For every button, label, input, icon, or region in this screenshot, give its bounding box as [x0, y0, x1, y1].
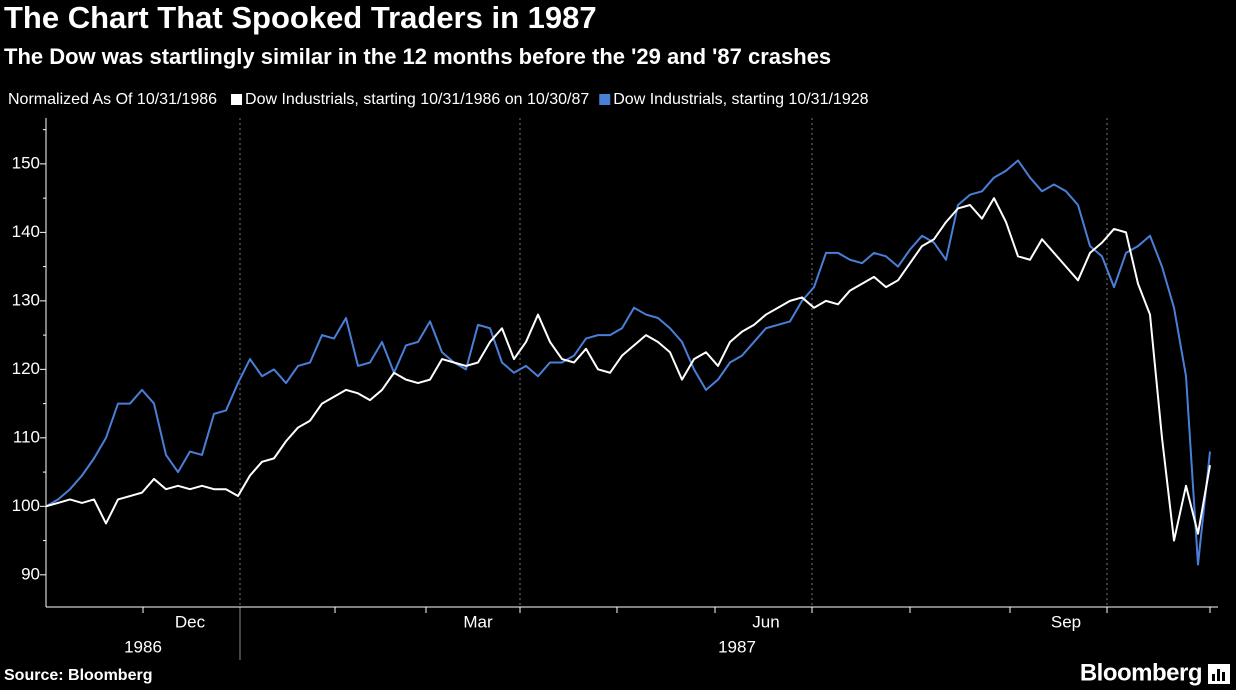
y-tick-label: 100	[12, 496, 40, 515]
brand: Bloomberg	[1080, 659, 1202, 686]
chart-subtitle: The Dow was startlingly similar in the 1…	[4, 44, 831, 69]
y-tick-label: 140	[12, 222, 40, 241]
legend-label: Dow Industrials, starting 10/31/1928	[613, 91, 868, 108]
y-tick-label: 110	[13, 427, 40, 446]
legend-swatch	[599, 94, 611, 105]
x-tick-label: Sep	[1051, 612, 1081, 631]
x-tick-label: Mar	[463, 612, 493, 631]
x-tick-label: Dec	[175, 612, 206, 631]
x-tick-label: Jun	[752, 612, 779, 631]
chart-title: The Chart That Spooked Traders in 1987	[4, 0, 597, 35]
y-tick-label: 150	[12, 153, 40, 172]
year-label: 1987	[718, 637, 756, 656]
y-tick-label: 120	[12, 359, 40, 378]
legend-label: Dow Industrials, starting 10/31/1986 on …	[245, 91, 589, 108]
year-label: 1986	[124, 637, 162, 656]
series-line	[45, 197, 1211, 542]
legend-swatch	[231, 94, 243, 105]
month-grid	[239, 118, 1108, 607]
source: Source: Bloomberg	[4, 667, 152, 684]
series-line	[45, 159, 1211, 566]
legend-title: Normalized As Of 10/31/1986	[8, 91, 217, 108]
y-tick-label: 130	[12, 290, 40, 309]
y-tick-label: 90	[21, 564, 40, 583]
brand-icon	[1208, 664, 1230, 684]
